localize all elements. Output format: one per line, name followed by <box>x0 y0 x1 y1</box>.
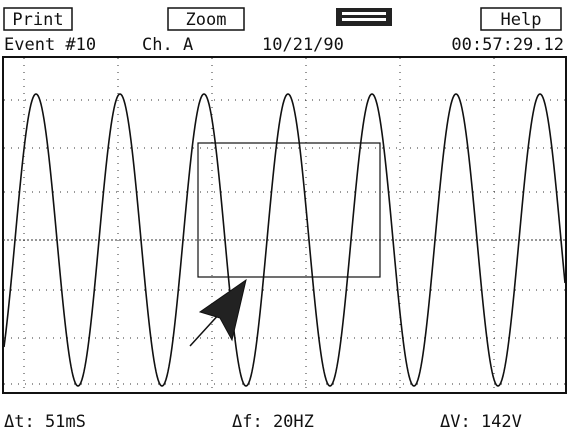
date-label: 10/21/90 <box>262 35 344 55</box>
event-label: Event #10 <box>4 35 96 55</box>
zoom-button[interactable] <box>167 7 245 31</box>
delta-f-label: Δf: 20HZ <box>232 412 314 432</box>
zoom-label[interactable]: Zoom <box>186 10 227 30</box>
plot-frame <box>2 56 567 394</box>
status-line: Event #10 Ch. A 10/21/90 00:57:29.12 <box>4 35 564 55</box>
time-label: 00:57:29.12 <box>451 35 564 55</box>
cursor-arrow <box>189 278 247 347</box>
print-label[interactable]: Print <box>12 10 63 30</box>
zoom-box <box>197 142 381 278</box>
logo <box>336 8 392 26</box>
help-label[interactable]: Help <box>501 10 542 30</box>
help-button[interactable] <box>480 7 562 31</box>
print-button[interactable] <box>3 7 73 31</box>
channel-label: Ch. A <box>142 35 193 55</box>
delta-v-label: ΔV: 142V <box>440 412 522 432</box>
menu-bar: Print Zoom Help <box>3 7 562 31</box>
delta-t-label: Δt: 51mS <box>4 412 86 432</box>
readout-line: Δt: 51mS Δf: 20HZ ΔV: 142V <box>4 412 522 432</box>
waveform <box>3 93 566 387</box>
